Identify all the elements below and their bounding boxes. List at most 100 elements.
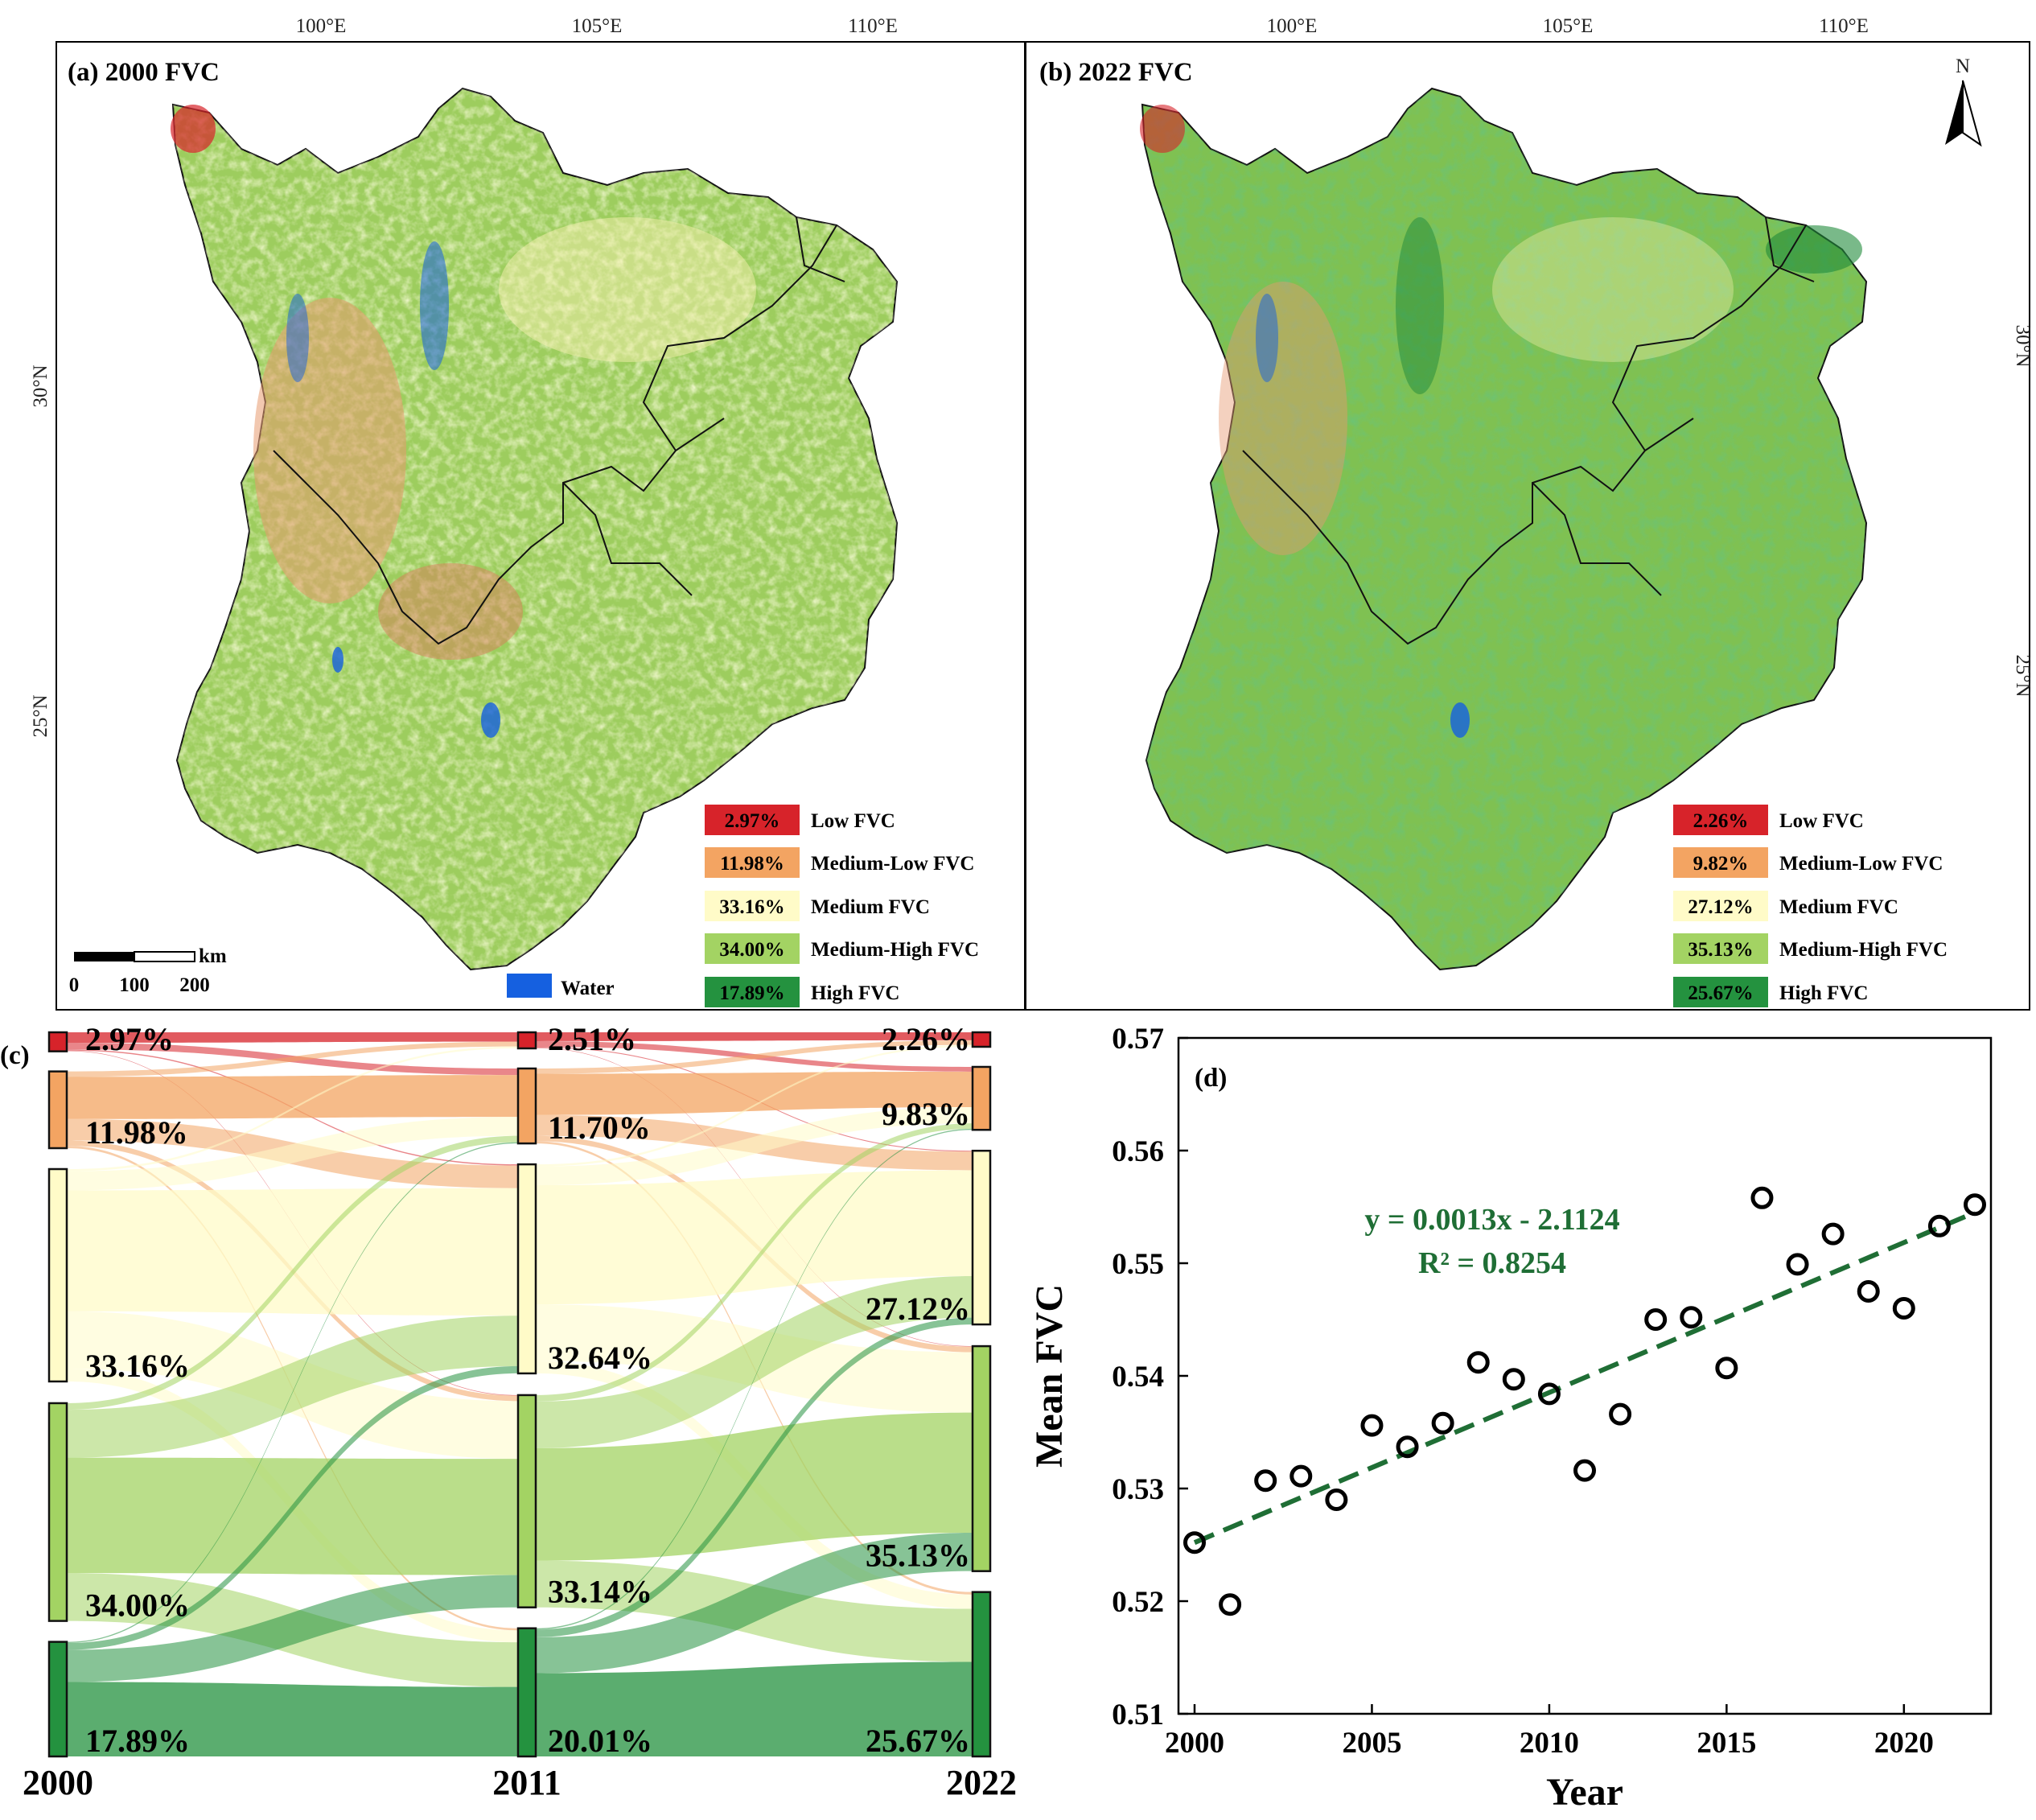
trend-line xyxy=(1193,1210,1976,1545)
sankey-node xyxy=(47,1641,68,1758)
legend-percent: 33.16% xyxy=(719,896,784,918)
data-point xyxy=(1573,1459,1596,1482)
lon-tick-110: 110°E xyxy=(1819,15,1869,37)
water-label: Water xyxy=(561,978,615,999)
data-point xyxy=(1786,1253,1809,1276)
y-tick-label: 0.54 xyxy=(1112,1361,1164,1394)
legend-percent: 17.89% xyxy=(719,982,784,1004)
map-b-frame xyxy=(1025,41,2030,1011)
sankey-node xyxy=(971,1149,992,1326)
sankey-panel: (c) 2.97% 11.98% 33.16% 34.00% 17.89% 2.51% 11… xyxy=(0,1021,1017,1802)
x-tick-label: 2015 xyxy=(1697,1727,1756,1760)
scale-label: 100 xyxy=(119,974,150,996)
x-tick-label: 2005 xyxy=(1342,1727,1401,1760)
sankey-flow xyxy=(67,1032,518,1044)
legend-a: 2.97% Low FVC 11.98% Medium-Low FVC 33.16% Me… xyxy=(705,805,979,1007)
y-tick-label: 0.53 xyxy=(1112,1473,1164,1506)
sankey-percent-label: 32.64% xyxy=(548,1340,652,1376)
province-boundary xyxy=(1242,418,1694,645)
sankey-percent-label: 20.01% xyxy=(548,1723,652,1759)
sankey-percent-label: 17.89% xyxy=(85,1723,190,1759)
sankey-node xyxy=(971,1591,992,1758)
sankey-node xyxy=(47,1167,68,1383)
sankey-node xyxy=(971,1344,992,1572)
sankey-percent-label: 25.67% xyxy=(866,1723,970,1759)
water-body xyxy=(1256,294,1278,382)
sankey-percent-label: 11.70% xyxy=(548,1110,651,1146)
north-label: N xyxy=(1956,56,1970,77)
x-tick-label: 2020 xyxy=(1874,1727,1934,1760)
data-point xyxy=(1289,1464,1313,1488)
sankey-label: (c) xyxy=(0,1041,30,1070)
data-point xyxy=(1715,1357,1738,1380)
map-a-title: (a) 2000 FVC xyxy=(68,58,220,87)
low-fvc-zone xyxy=(253,298,406,603)
data-point xyxy=(1502,1368,1525,1391)
sankey-node xyxy=(516,1031,537,1050)
sankey-links xyxy=(67,1032,973,1756)
sankey-percent-label: 34.00% xyxy=(85,1587,190,1624)
data-point xyxy=(1609,1402,1632,1426)
sankey-flow xyxy=(536,1071,973,1115)
legend-percent: 11.98% xyxy=(720,853,784,875)
legend-class-label: Medium-Low FVC xyxy=(811,853,974,875)
legend-class-label: Medium-High FVC xyxy=(811,939,979,961)
sankey-node xyxy=(47,1070,68,1150)
data-point xyxy=(1680,1306,1703,1329)
scale-label: 0 xyxy=(69,974,80,996)
data-point xyxy=(1431,1411,1454,1435)
y-axis-label: Mean FVC xyxy=(1028,1284,1071,1468)
sankey-flow xyxy=(67,1142,518,1644)
legend-class-label: Medium FVC xyxy=(1779,896,1898,918)
sankey-year-2000: 2000 xyxy=(23,1763,93,1802)
legend-percent: 27.12% xyxy=(1688,896,1753,918)
legend-swatch xyxy=(1673,933,1768,964)
sankey-percent-label: 33.14% xyxy=(548,1574,652,1610)
sankey-flow xyxy=(67,1117,518,1191)
fvc-map-a xyxy=(171,87,899,971)
sankey-flow xyxy=(536,1412,973,1561)
legend-percent: 9.82% xyxy=(1693,853,1749,875)
data-point xyxy=(1254,1469,1277,1493)
sankey-flow xyxy=(536,1317,973,1637)
data-point xyxy=(1537,1382,1561,1406)
lon-tick-100: 100°E xyxy=(1267,15,1318,37)
data-point xyxy=(1325,1489,1348,1511)
map-panel-b: 100°E 105°E 110°E 30°N 25°N (b) 2022 FVC… xyxy=(1025,15,2034,1011)
x-tick-label: 2010 xyxy=(1520,1727,1579,1760)
legend-class-label: Medium FVC xyxy=(811,896,930,918)
data-point xyxy=(1466,1351,1490,1374)
legend-class-label: Medium-High FVC xyxy=(1779,939,1948,961)
legend-b: 2.26% Low FVC 9.82% Medium-Low FVC 27.12% Med… xyxy=(1673,805,1948,1007)
data-point xyxy=(1360,1414,1384,1437)
sankey-flow xyxy=(536,1032,973,1041)
legend-class-label: Low FVC xyxy=(1779,810,1864,832)
sankey-flow xyxy=(536,1128,973,1630)
sankey-flow xyxy=(67,1135,518,1410)
map-panel-a: 100°E 105°E 110°E 30°N 25°N (a) 2000 FVC… xyxy=(30,15,1026,1011)
sankey-percent-label: 2.97% xyxy=(85,1021,174,1057)
sankey-percent-label: 2.26% xyxy=(882,1021,970,1057)
trend-equation: y = 0.0013x - 2.1124 xyxy=(1364,1203,1619,1237)
y-axis: 0.51 0.52 0.53 0.54 0.55 0.56 0.57 xyxy=(1112,1023,1188,1731)
legend-percent: 34.00% xyxy=(719,939,784,961)
sankey-percent-label: 9.83% xyxy=(882,1096,970,1132)
sankey-year-2022: 2022 xyxy=(946,1763,1017,1802)
x-axis-label: Year xyxy=(1546,1771,1623,1814)
legend-class-label: Medium-Low FVC xyxy=(1779,853,1943,875)
fvc-map-b xyxy=(1140,87,1868,971)
sankey-flow xyxy=(536,1170,973,1305)
legend-swatch xyxy=(705,805,800,835)
sankey-flow xyxy=(536,1276,973,1448)
y-tick-label: 0.52 xyxy=(1112,1586,1164,1619)
lat-tick-25: 25°N xyxy=(2012,654,2034,697)
lon-tick-105: 105°E xyxy=(572,15,623,37)
low-fvc-zone xyxy=(1219,282,1347,555)
lon-tick-110: 110°E xyxy=(848,15,898,37)
sankey-flow xyxy=(536,1044,973,1167)
sankey-node xyxy=(516,1627,537,1758)
legend-swatch xyxy=(1673,977,1768,1007)
sankey-flow xyxy=(536,1533,973,1674)
legend-class-label: Low FVC xyxy=(811,810,895,832)
sankey-flow xyxy=(536,1123,973,1402)
